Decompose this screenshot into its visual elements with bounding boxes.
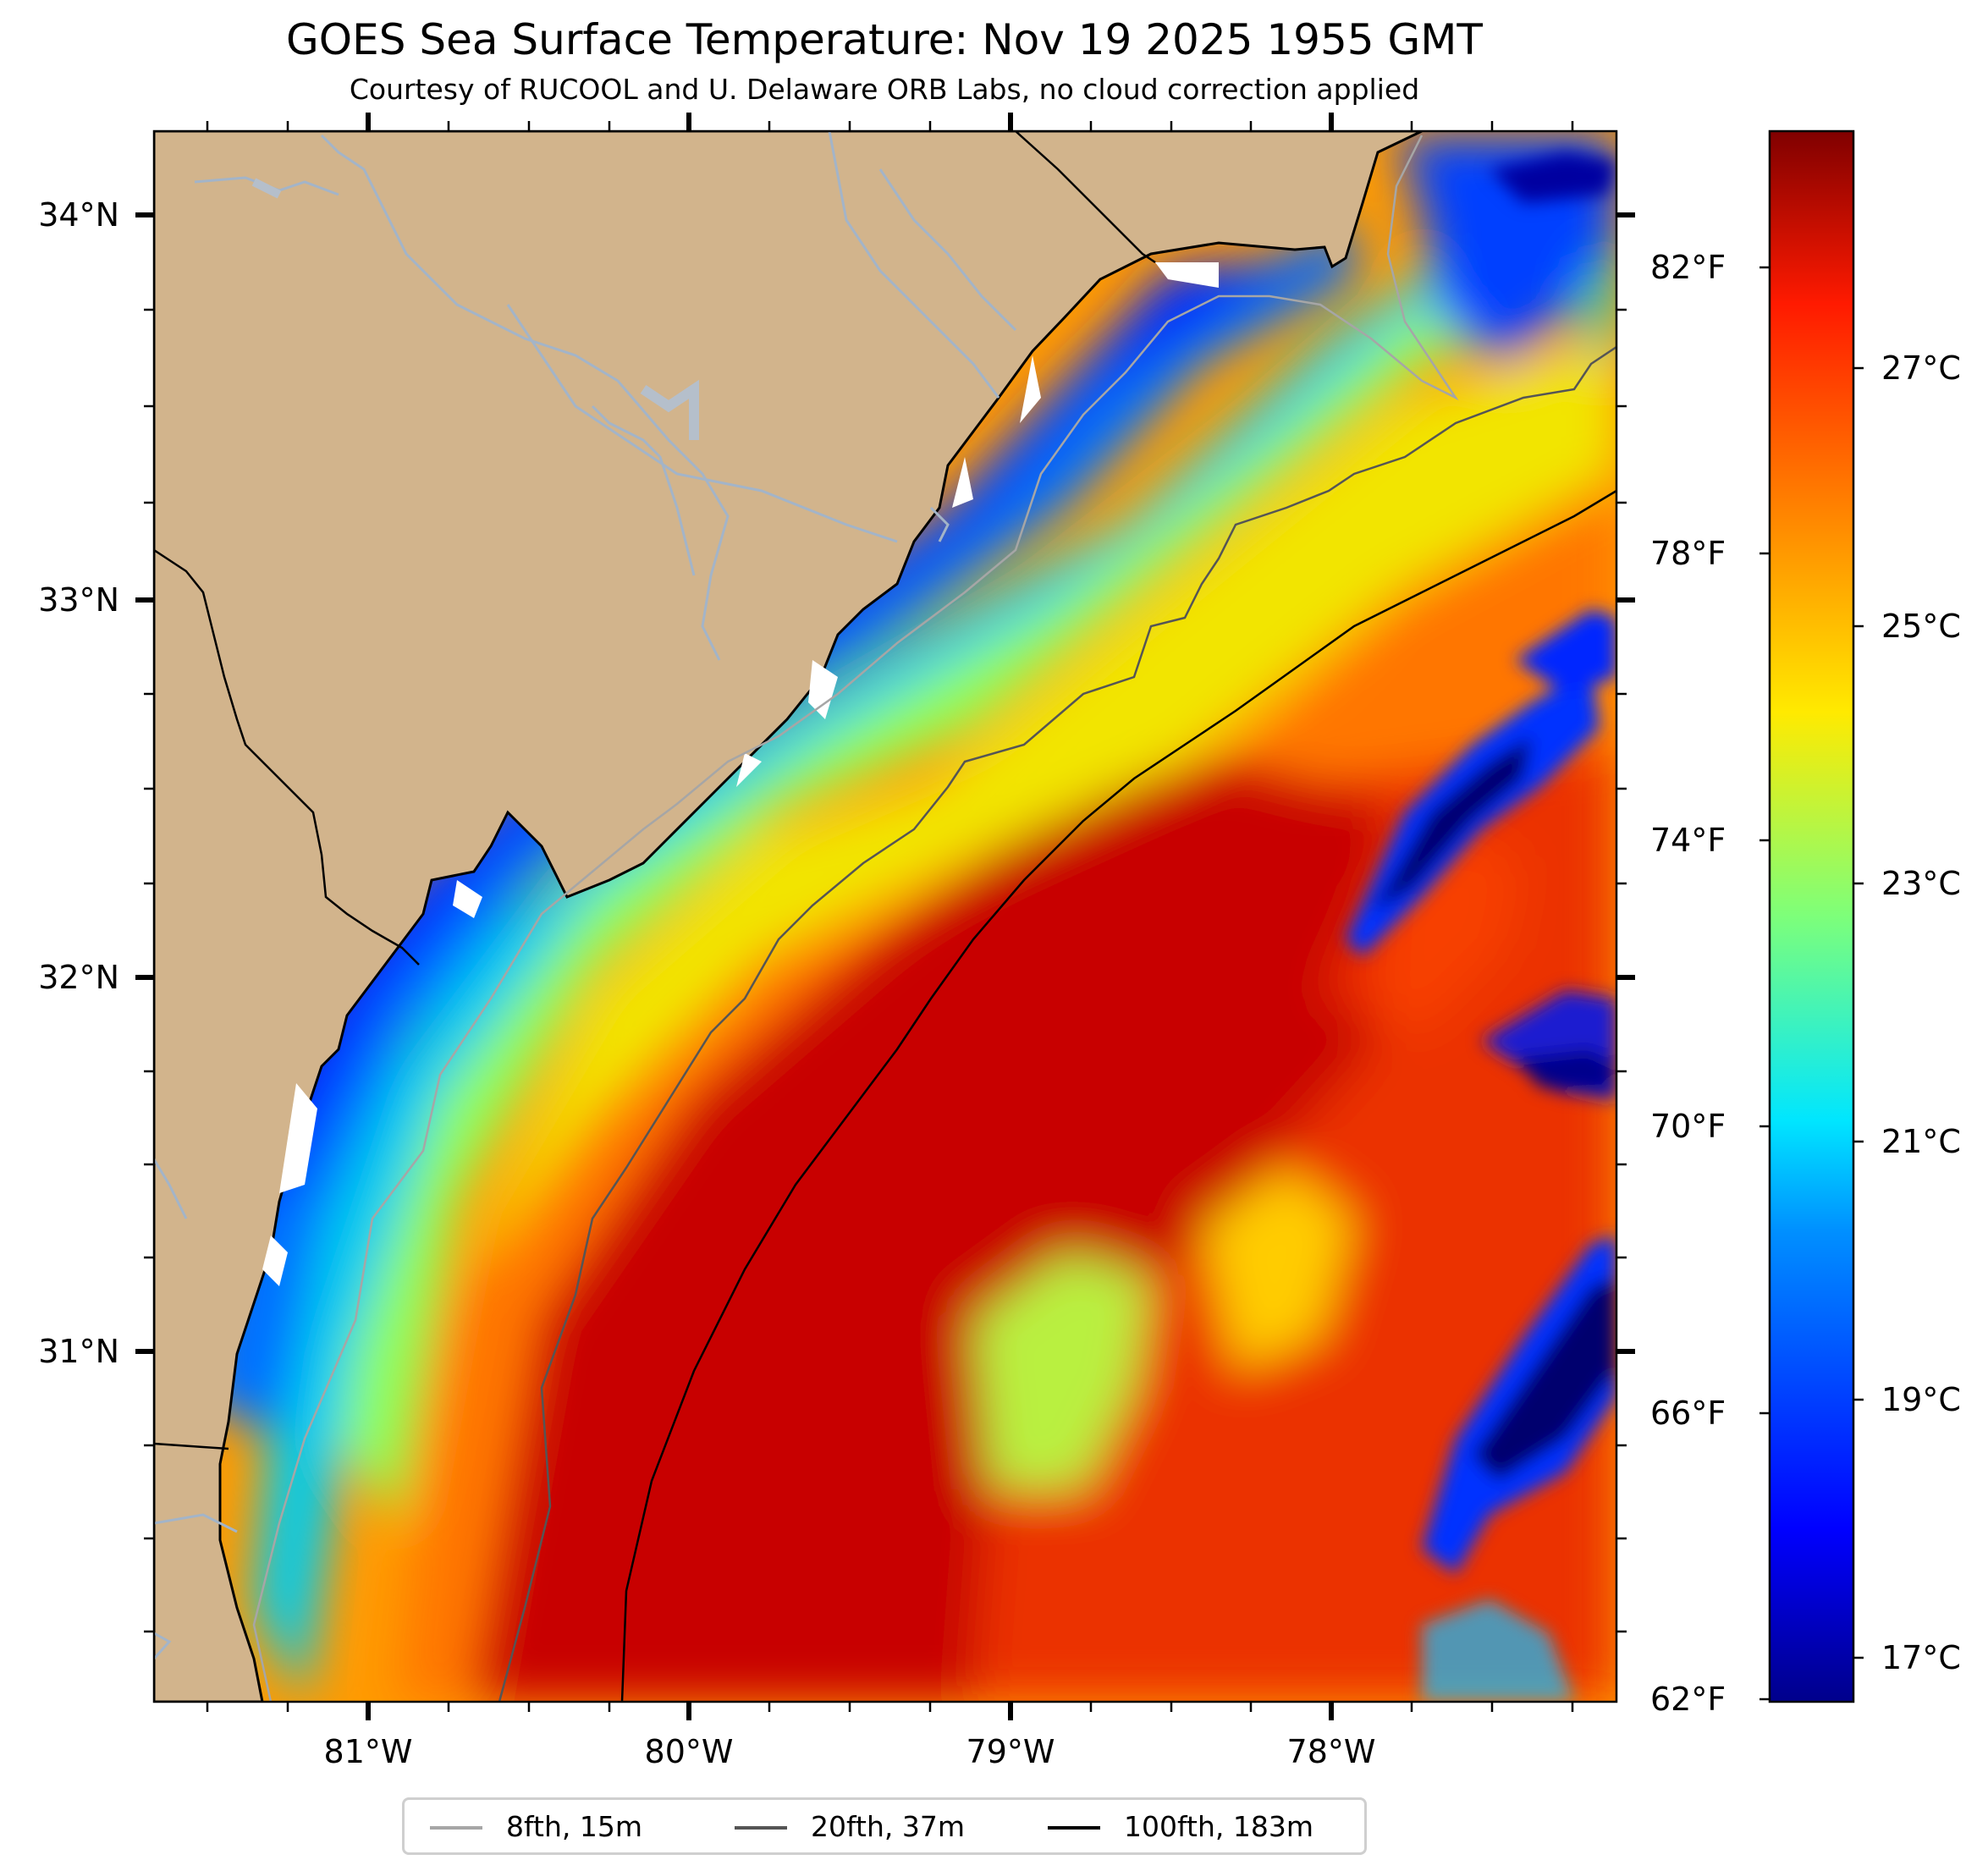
lat-label-31n: 31°N [38,1333,119,1370]
legend-line-100fth [1048,1826,1100,1830]
colorbar-c-label: 23°C [1881,865,1961,902]
colorbar-f-label: 78°F [1650,535,1726,572]
lon-label-79w: 79°W [966,1733,1055,1770]
map-area [154,131,1616,1702]
legend-label: 20fth, 37m [811,1810,965,1843]
major-ticks [135,113,1635,1720]
colorbar-c-label: 25°C [1881,608,1961,645]
land [154,131,1423,1702]
map-frame [152,129,1618,1703]
colorbar-f-label: 70°F [1650,1108,1726,1145]
colorbar-c-label: 27°C [1881,349,1961,387]
cold-patches [1346,152,1616,1702]
colorbar-f-label: 62°F [1650,1681,1726,1718]
isobath-100fth [620,489,1616,1702]
lat-label-33n: 33°N [38,581,119,619]
lon-label-81w: 81°W [323,1733,413,1770]
colorbar-f-label: 74°F [1650,822,1726,859]
isobath-20fth [498,345,1616,1702]
colorbar-ticks [1759,266,1864,1701]
colorbar-c-label: 19°C [1881,1381,1961,1418]
colorbar-c-label: 17°C [1881,1639,1961,1676]
lon-label-80w: 80°W [644,1733,734,1770]
isobath-legend: 8fth, 15m 20fth, 37m 100fth, 183m [402,1797,1367,1855]
minor-ticks [144,121,1627,1712]
isobaths [252,135,1616,1702]
rivers [154,131,1017,1660]
no-data [262,262,1219,1286]
state-borders [154,131,1156,1450]
map-subtitle: Courtesy of RUCOOL and U. Delaware ORB L… [349,73,1420,106]
isobath-8fth [252,135,1459,1702]
colorbar-f-label: 66°F [1650,1395,1726,1432]
legend-line-20fth [735,1826,787,1830]
colorbar-c-label: 21°C [1881,1123,1961,1160]
legend-line-8fth [430,1826,482,1830]
legend-label: 100fth, 183m [1124,1810,1313,1843]
colorbar-f-label: 82°F [1650,249,1726,286]
lat-label-34n: 34°N [38,196,119,234]
map-title: GOES Sea Surface Temperature: Nov 19 202… [286,15,1483,64]
lon-label-78w: 78°W [1286,1733,1376,1770]
legend-label: 8fth, 15m [506,1810,643,1843]
colorbar [1768,129,1855,1703]
lat-label-32n: 32°N [38,959,119,996]
